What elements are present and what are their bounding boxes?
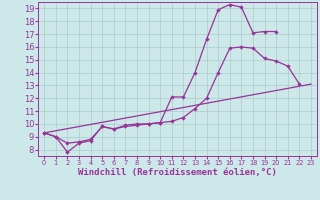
X-axis label: Windchill (Refroidissement éolien,°C): Windchill (Refroidissement éolien,°C) [78, 168, 277, 177]
